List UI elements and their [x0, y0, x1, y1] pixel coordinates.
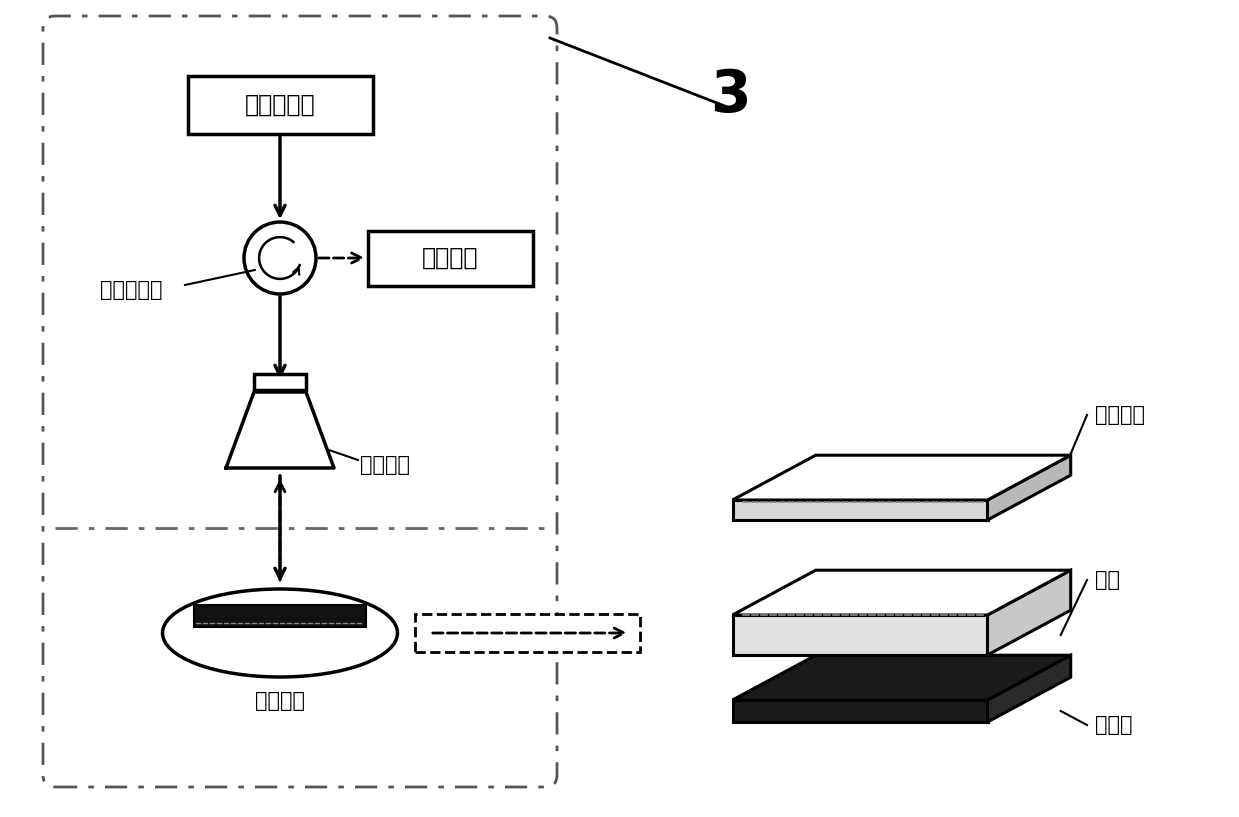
Text: 数据处理: 数据处理 [421, 246, 478, 270]
Polygon shape [987, 655, 1070, 722]
Polygon shape [732, 700, 987, 722]
Polygon shape [225, 392, 335, 468]
Text: 3: 3 [710, 66, 751, 123]
Polygon shape [987, 455, 1070, 520]
Polygon shape [732, 615, 987, 655]
Bar [415, 614, 641, 652]
Ellipse shape [162, 589, 398, 677]
Bar [254, 374, 306, 390]
Polygon shape [732, 570, 1070, 615]
Polygon shape [732, 455, 1070, 500]
FancyBboxPatch shape [43, 16, 558, 787]
Text: 射频环形器: 射频环形器 [100, 280, 162, 300]
Bar [368, 230, 533, 285]
Polygon shape [732, 655, 1070, 700]
Text: 号角天线: 号角天线 [361, 455, 410, 475]
Circle shape [244, 222, 316, 294]
Text: 辐射贴片: 辐射贴片 [1095, 405, 1145, 425]
Bar [187, 76, 373, 134]
Polygon shape [732, 500, 987, 520]
Bar [195, 605, 366, 627]
Text: 接地板: 接地板 [1095, 715, 1132, 735]
Polygon shape [987, 570, 1070, 655]
Text: 基质: 基质 [1095, 570, 1120, 590]
Text: 网络分析仪: 网络分析仪 [244, 93, 315, 117]
Text: 补側天线: 补側天线 [255, 691, 305, 711]
